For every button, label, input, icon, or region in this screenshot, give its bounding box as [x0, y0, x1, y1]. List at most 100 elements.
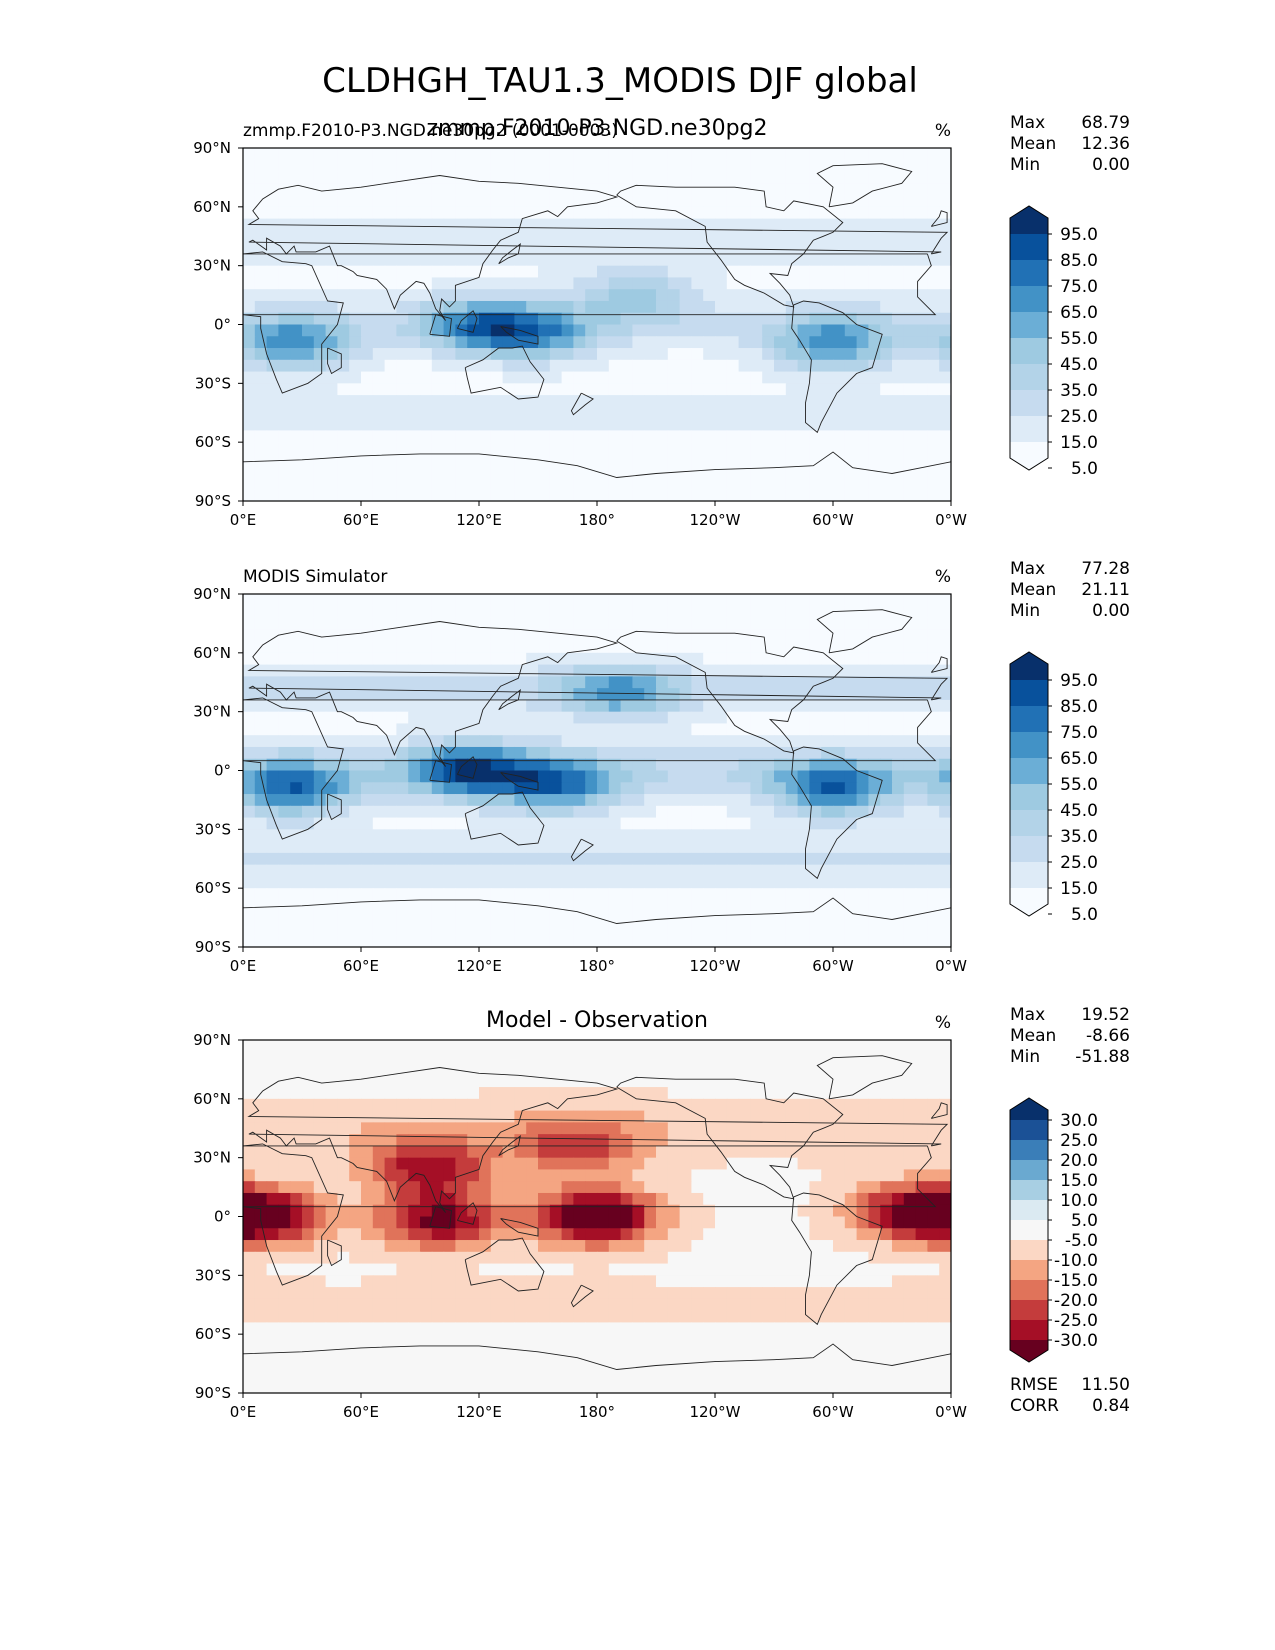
grid-cell [337, 1192, 350, 1206]
grid-cell [691, 300, 704, 314]
grid-cell [538, 383, 551, 396]
grid-cell [715, 899, 728, 913]
grid-cell [785, 1204, 799, 1218]
grid-cell [844, 418, 858, 431]
stat-label: Max [1010, 113, 1045, 133]
grid-cell [738, 1063, 751, 1076]
grid-cell [573, 923, 586, 936]
grid-cell [290, 1192, 303, 1206]
grid-cell [431, 699, 445, 713]
grid-cell [337, 1040, 350, 1053]
grid-cell [514, 617, 527, 630]
colorbar-swatch [1010, 732, 1048, 759]
grid-cell [349, 1157, 362, 1171]
grid-cell [868, 876, 881, 889]
grid-cell [597, 758, 610, 772]
grid-cell [290, 195, 303, 208]
grid-cell [868, 1051, 881, 1065]
grid-cell [549, 841, 563, 854]
grid-cell [372, 465, 386, 479]
grid-cell [939, 1157, 951, 1171]
grid-cell [467, 195, 480, 208]
grid-cell [361, 794, 374, 807]
grid-cell [490, 430, 504, 443]
grid-cell [467, 406, 480, 420]
grid-cell [939, 617, 951, 630]
grid-cell [490, 159, 504, 173]
grid-cell [526, 1169, 539, 1182]
grid-cell [313, 1251, 327, 1265]
grid-cell [431, 406, 445, 420]
grid-cell [785, 617, 799, 630]
grid-cell [349, 206, 362, 220]
grid-cell [549, 395, 563, 408]
grid-cell [797, 477, 810, 490]
grid-cell [785, 465, 799, 479]
grid-cell [597, 923, 610, 936]
grid-cell [349, 746, 362, 760]
grid-cell [254, 1145, 268, 1159]
grid-cell [868, 300, 881, 314]
grid-cell [868, 1192, 881, 1206]
grid-cell [797, 899, 810, 913]
grid-cell [903, 1087, 917, 1100]
grid-cell [939, 289, 951, 302]
grid-cell [844, 230, 858, 243]
grid-cell [372, 159, 386, 173]
grid-cell [514, 805, 527, 819]
grid-cell [726, 911, 740, 925]
grid-cell [337, 395, 350, 408]
grid-cell [243, 888, 256, 901]
grid-cell [573, 935, 586, 947]
grid-cell [372, 453, 386, 467]
grid-cell [514, 1240, 527, 1253]
grid-cell [939, 277, 951, 290]
grid-cell [585, 1110, 598, 1123]
grid-cell [337, 617, 350, 630]
grid-cell [467, 183, 480, 196]
grid-cell [573, 148, 586, 161]
grid-cell [384, 1169, 397, 1182]
grid-cell [302, 617, 315, 630]
grid-cell [325, 852, 338, 866]
grid-cell [302, 230, 315, 243]
grid-cell [762, 911, 775, 925]
grid-cell [479, 218, 492, 231]
grid-cell [797, 1251, 810, 1265]
grid-cell [868, 477, 881, 490]
grid-cell [821, 1240, 834, 1253]
grid-cell [443, 253, 456, 267]
grid-cell [903, 935, 917, 947]
grid-cell [821, 911, 834, 925]
grid-cell [833, 1228, 846, 1241]
grid-cell [490, 1240, 504, 1253]
grid-cell [538, 242, 551, 255]
grid-cell [573, 1040, 586, 1053]
grid-cell [632, 794, 645, 807]
grid-cell [903, 817, 917, 830]
grid-cell [915, 876, 928, 889]
grid-cell [703, 770, 716, 783]
grid-cell [880, 688, 893, 701]
grid-cell [325, 183, 338, 196]
grid-cell [266, 183, 279, 196]
grid-cell [455, 699, 468, 713]
grid-cell [797, 1122, 810, 1135]
grid-cell [585, 406, 598, 420]
grid-cell [750, 148, 763, 161]
grid-cell [915, 242, 928, 255]
grid-cell [420, 1157, 433, 1171]
grid-cell [514, 746, 527, 760]
grid-cell [667, 617, 681, 630]
grid-cell [738, 794, 751, 807]
grid-cell [361, 594, 374, 607]
grid-cell [903, 1122, 917, 1135]
grid-cell [797, 383, 810, 396]
grid-cell [396, 1192, 409, 1206]
grid-cell [266, 723, 279, 736]
grid-cell [597, 852, 610, 866]
grid-cell [325, 899, 338, 913]
grid-cell [290, 359, 303, 373]
grid-cell [526, 735, 539, 748]
grid-cell [266, 1087, 279, 1100]
